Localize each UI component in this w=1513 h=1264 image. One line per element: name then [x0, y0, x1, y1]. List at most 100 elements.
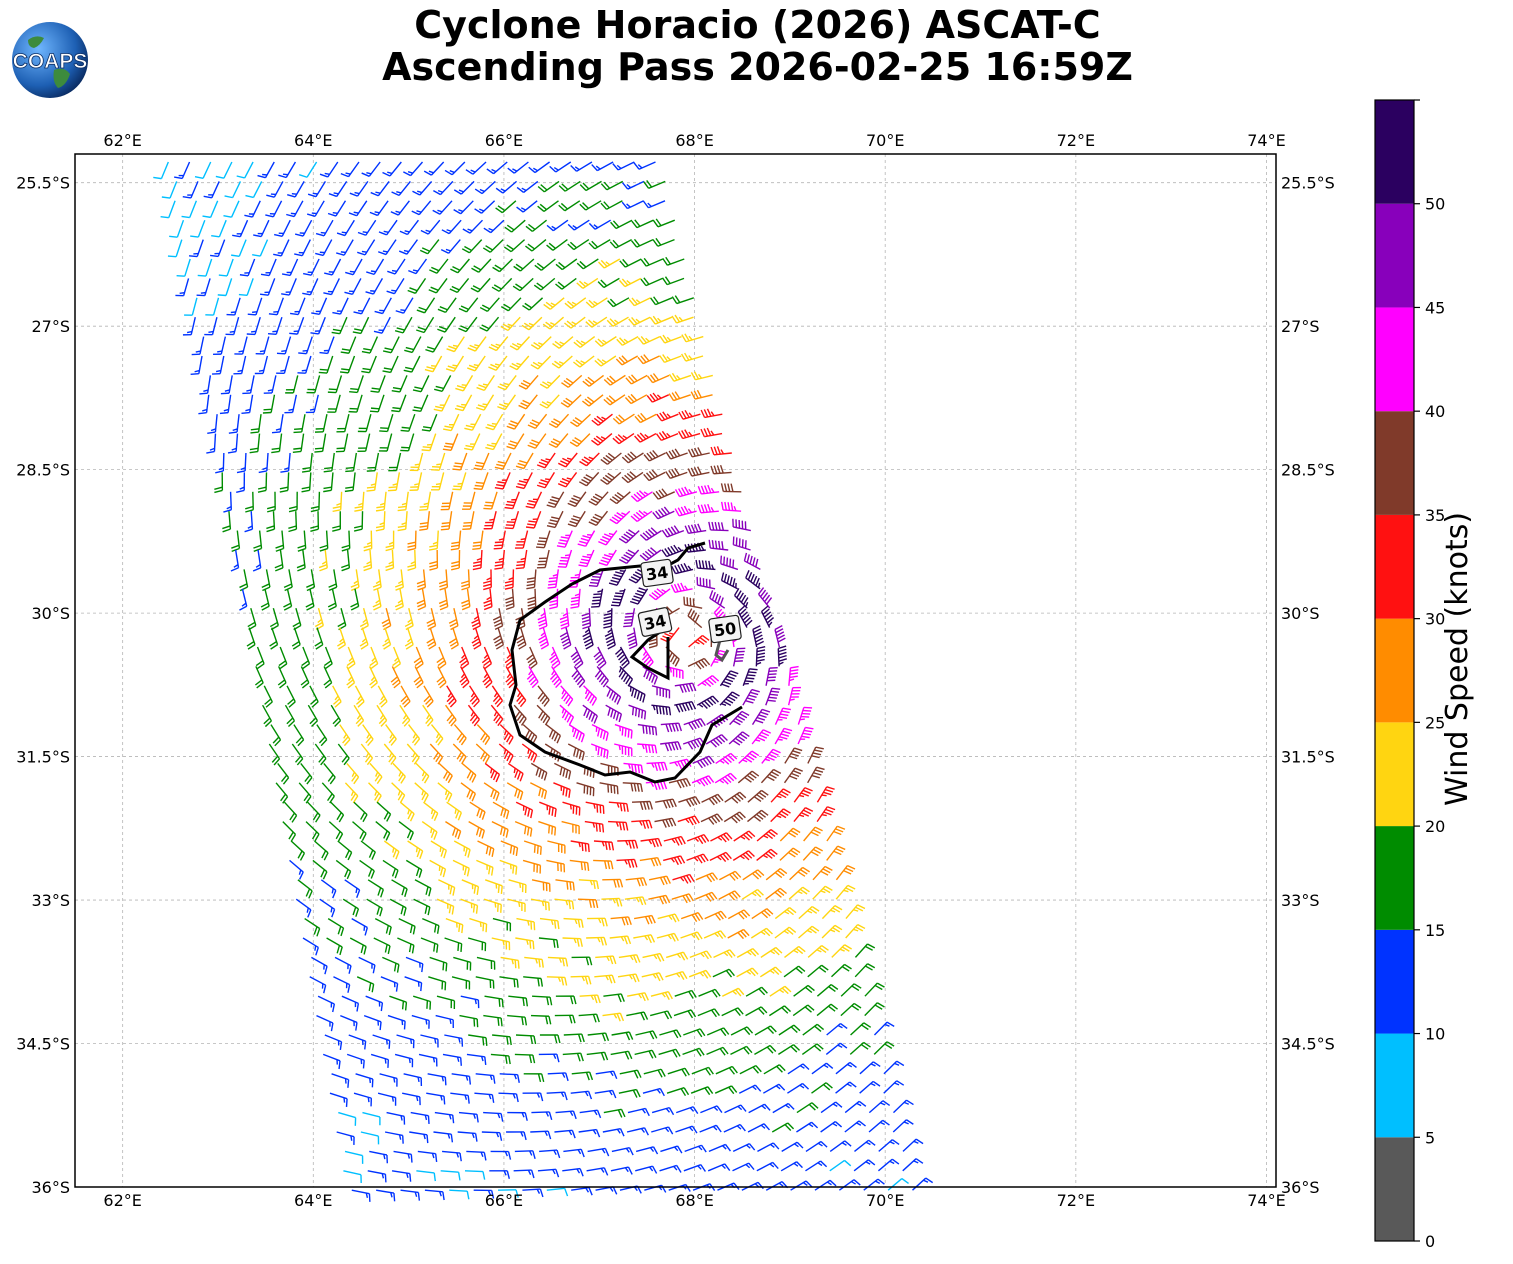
wind-barb — [515, 452, 534, 470]
wind-barb — [743, 552, 761, 571]
wind-barb — [433, 1131, 454, 1143]
wind-barb — [724, 1104, 747, 1114]
wind-barb — [668, 372, 692, 382]
wind-barb — [751, 708, 771, 725]
wind-barb — [407, 549, 417, 571]
wind-barb — [457, 1131, 478, 1142]
wind-barb — [656, 932, 679, 942]
wind-barb — [263, 375, 277, 394]
wind-barb — [398, 239, 419, 255]
wind-barb — [194, 161, 212, 180]
wind-barb — [423, 801, 439, 822]
wind-barb — [411, 200, 432, 216]
wind-barb — [619, 549, 640, 565]
wind-barb — [443, 413, 460, 432]
wind-barb — [379, 1073, 398, 1087]
wind-barb — [182, 181, 199, 199]
wind-barb — [670, 582, 693, 593]
wind-barb — [470, 277, 491, 293]
wind-barb — [602, 1127, 625, 1137]
wind-barb — [301, 472, 312, 493]
wind-barb — [643, 469, 666, 482]
wind-barb — [369, 200, 389, 217]
wind-barb — [323, 278, 340, 296]
wind-barb — [680, 931, 703, 941]
wind-barb — [515, 627, 527, 650]
wind-barb — [244, 200, 261, 218]
wind-barb — [412, 394, 429, 413]
wind-barb — [392, 762, 406, 784]
wind-barb — [787, 1082, 810, 1094]
wind-barb — [561, 820, 580, 835]
wind-barb — [323, 762, 336, 785]
wind-barb — [495, 200, 517, 214]
wind-barb — [576, 782, 595, 797]
wind-barb — [301, 452, 313, 473]
wind-barb — [492, 801, 510, 820]
wind-barb — [386, 1111, 406, 1125]
wind-barb — [635, 1030, 658, 1040]
wind-barb — [807, 746, 824, 764]
wind-barb — [181, 200, 198, 219]
wind-barb — [382, 859, 399, 879]
lat-tick-label: 33°S — [1281, 891, 1320, 910]
wind-barb — [844, 1120, 866, 1133]
wind-barb — [461, 879, 480, 895]
lat-tick-label: 28.5°S — [1281, 461, 1335, 480]
wind-barb — [838, 1179, 861, 1191]
wind-barb — [420, 219, 441, 235]
wind-barb — [507, 898, 526, 912]
wind-barb — [380, 976, 399, 992]
lon-tick-label: 64°E — [294, 131, 332, 150]
wind-barb — [765, 666, 778, 686]
wind-barb — [318, 355, 334, 374]
wind-barb — [409, 452, 424, 472]
wind-barb — [508, 879, 527, 894]
wind-barb — [727, 909, 751, 920]
wind-barb — [337, 840, 353, 861]
wind-barb — [340, 336, 357, 354]
wind-barb — [546, 219, 569, 232]
wind-barb — [627, 992, 649, 1002]
lon-tick-label: 70°E — [866, 1191, 904, 1210]
wind-barb — [608, 569, 627, 586]
wind-barb — [403, 161, 424, 177]
wind-barb — [365, 995, 384, 1012]
wind-barb — [567, 743, 585, 761]
wind-barb — [335, 859, 352, 880]
wind-barb — [570, 413, 591, 428]
wind-barb — [300, 666, 310, 689]
wind-barb — [730, 1045, 753, 1056]
wind-barb — [612, 413, 635, 425]
wind-barb — [543, 297, 565, 310]
wind-barb — [578, 1128, 601, 1138]
wind-barb — [826, 1022, 848, 1036]
wind-barb — [400, 433, 415, 452]
wind-barb — [269, 608, 279, 631]
wind-barb — [581, 608, 592, 630]
wind-barb — [370, 180, 390, 197]
wind-barb — [787, 1063, 810, 1075]
wind-barb — [500, 956, 520, 969]
wind-barb — [635, 1165, 658, 1174]
wind-barb — [769, 985, 792, 997]
wind-barb — [617, 973, 640, 983]
wind-barb — [261, 704, 273, 728]
wind-barb — [394, 588, 404, 611]
wind-barb — [479, 297, 500, 312]
wind-barb — [354, 685, 365, 708]
wind-barb — [614, 723, 633, 739]
wind-barb — [718, 890, 741, 901]
wind-barb — [473, 452, 490, 471]
wind-barb — [459, 646, 470, 670]
wind-barb — [460, 995, 480, 1009]
wind-barb — [468, 685, 480, 708]
wind-barb — [413, 666, 424, 689]
wind-barb — [656, 411, 679, 422]
lat-tick-label: 33°S — [31, 891, 70, 910]
wind-barb — [719, 870, 742, 881]
wind-barb — [483, 1014, 503, 1027]
wind-barb — [394, 1053, 414, 1068]
lat-tick-label: 36°S — [1281, 1178, 1320, 1197]
wind-barb — [553, 782, 571, 798]
